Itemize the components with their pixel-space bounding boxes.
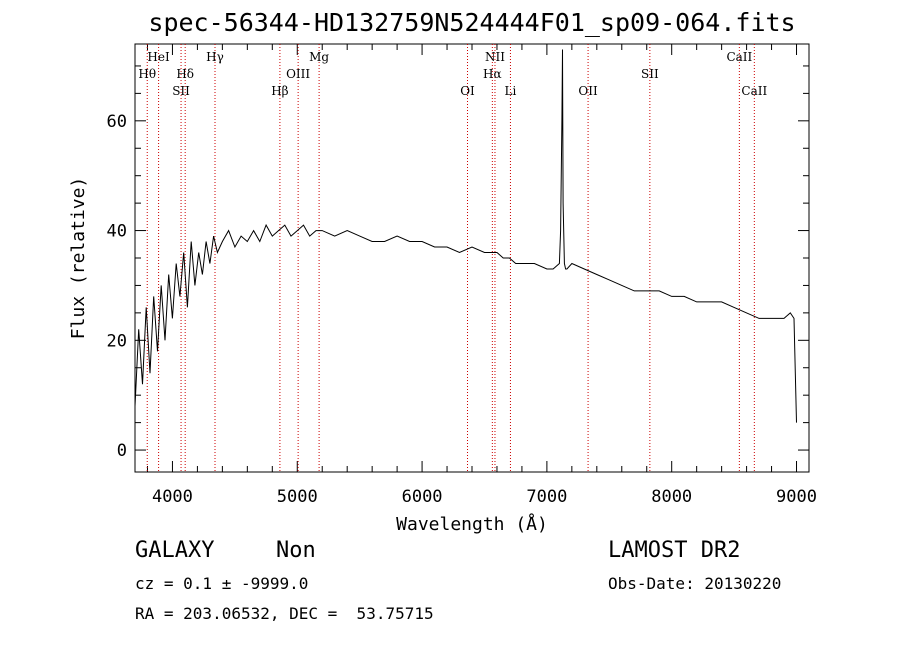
spectral-line-label: Hδ [176,67,194,81]
spectral-line-label: NII [485,50,505,64]
y-tick-label: 40 [107,222,127,242]
spectral-line-label: OIII [286,67,310,81]
spectrum-line [134,49,797,423]
spectral-line-label: SII [641,67,659,81]
coordinates: RA = 203.06532, DEC = 53.75715 [135,604,434,623]
subclass-label: Non [276,538,316,563]
plot-frame [134,43,810,473]
spectral-line-label: Hα [483,67,502,81]
spectral-line-label: Li [505,84,517,98]
x-tick-label: 5000 [277,487,318,507]
x-tick-label: 8000 [651,487,692,507]
redshift-info: cz = 0.1 ± -9999.0 [135,574,309,593]
survey-label: LAMOST DR2 [608,538,741,563]
x-tick-label: 4000 [152,487,193,507]
spectral-line-label: CaII [726,50,752,64]
spectral-line-label: HeI [147,50,170,64]
spectral-line-label: CaII [741,84,767,98]
spectral-line-label: Hγ [206,50,224,64]
class-label: GALAXY [135,538,215,563]
x-tick-label: 6000 [402,487,443,507]
chart-title: spec-56344-HD132759N524444F01_sp09-064.f… [148,8,796,37]
y-tick-label: 0 [117,441,127,461]
x-axis-label: Wavelength (Å) [396,513,548,535]
obs-date: Obs-Date: 20130220 [608,574,782,593]
spectral-line-label: Mg [309,50,329,64]
spectral-line-label: SII [172,84,190,98]
spectral-line-label: OII [578,84,598,98]
x-tick-label: 9000 [776,487,817,507]
y-tick-label: 60 [107,112,127,132]
y-tick-label: 20 [107,331,127,351]
y-axis-label: Flux (relative) [68,177,89,340]
spectral-line-label: OI [460,84,475,98]
spectral-line-label: Hβ [271,84,288,98]
spectral-line-label: Hθ [138,67,156,81]
x-tick-label: 7000 [526,487,567,507]
